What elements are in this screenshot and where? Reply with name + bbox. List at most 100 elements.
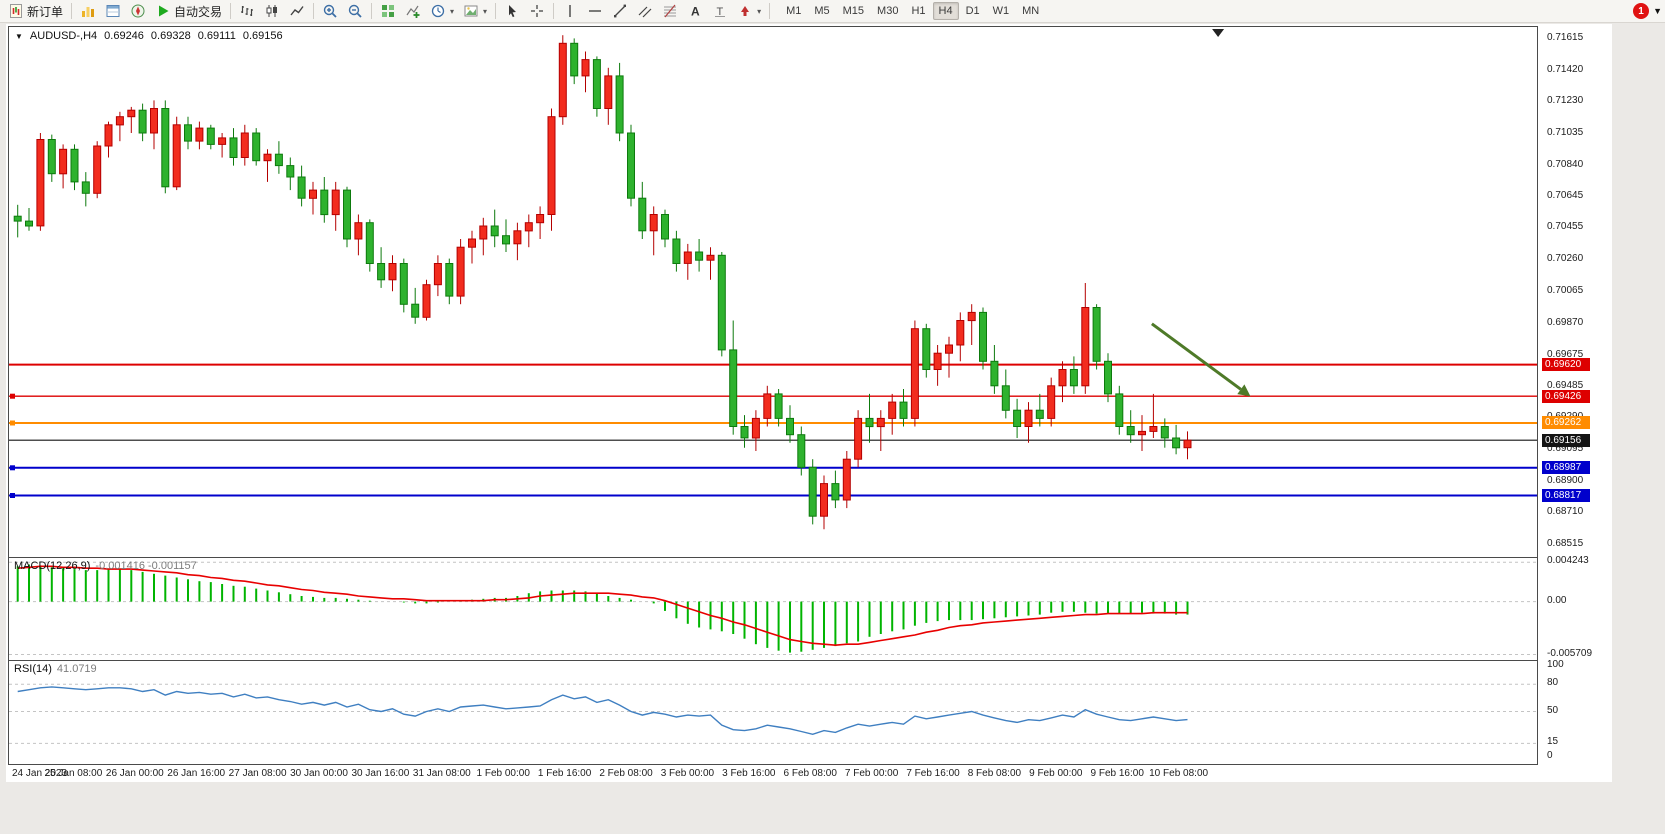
price-axis-label: 0.69870: [1547, 316, 1584, 328]
data-window-button[interactable]: [101, 1, 125, 21]
timeframe-button-m15[interactable]: M15: [837, 2, 870, 20]
rsi-value: 41.0719: [56, 663, 97, 675]
time-axis-label: 1 Feb 00:00: [476, 768, 530, 779]
macd-panel-label: MACD(12,26,9) -0.001416 -0.001157: [14, 560, 197, 572]
time-axis-label: 3 Feb 16:00: [722, 768, 776, 779]
arrow-objects-button[interactable]: ▾: [733, 1, 765, 21]
price-tag[interactable]: 0.69262: [1542, 416, 1590, 430]
candlestick-chart-button[interactable]: [260, 1, 284, 21]
price-axis-label: 0.71615: [1547, 32, 1584, 44]
fibonacci-button[interactable]: [658, 1, 682, 21]
notification-badge[interactable]: 1: [1633, 3, 1649, 19]
rsi-axis-label: 15: [1547, 736, 1559, 748]
timeframe-button-mn[interactable]: MN: [1016, 2, 1045, 20]
text-label-icon: T: [715, 6, 726, 18]
tile-windows-icon: [382, 5, 395, 17]
vertical-line-button[interactable]: [558, 1, 582, 21]
time-axis-label: 27 Jan 08:00: [228, 768, 287, 779]
price-axis-label: 0.71420: [1547, 64, 1584, 76]
timeframe-button-m30[interactable]: M30: [871, 2, 904, 20]
time-axis-label: 3 Feb 00:00: [660, 768, 715, 779]
toolbar-separator: [553, 3, 555, 19]
rsi-panel-label: RSI(14) 41.0719: [14, 663, 97, 675]
chart-canvas[interactable]: [9, 27, 1537, 764]
toolbar-separator: [495, 3, 497, 19]
chart-plot-area[interactable]: ▼ AUDUSD-,H4 0.69246 0.69328 0.69111 0.6…: [8, 26, 1538, 765]
price-axis-label: 0.71035: [1547, 126, 1584, 138]
time-axis-label: 2 Feb 08:00: [599, 768, 653, 779]
timeframe-button-w1[interactable]: W1: [987, 2, 1016, 20]
template-button[interactable]: ▾: [459, 1, 491, 21]
symbol-caret-icon[interactable]: ▼: [15, 31, 23, 41]
price-axis-label: 0.70260: [1547, 253, 1584, 265]
macd-axis-label: 0.00: [1547, 594, 1567, 606]
rsi-axis-label: 50: [1547, 704, 1559, 716]
indicators-button[interactable]: [401, 1, 425, 21]
price-axis-label: 0.71230: [1547, 95, 1584, 106]
price-tag[interactable]: 0.69426: [1542, 389, 1590, 403]
price-axis-label: 0.68515: [1547, 537, 1584, 549]
timeframe-button-d1[interactable]: D1: [960, 2, 986, 20]
market-watch-icon: [82, 7, 95, 17]
horizontal-line-icon: [589, 10, 602, 12]
dropdown-caret-icon: ▾: [450, 6, 455, 16]
periods-button[interactable]: ▾: [426, 1, 458, 21]
macd-name: MACD(12,26,9): [14, 560, 91, 572]
zoom-out-icon: [348, 4, 362, 18]
crosshair-icon: [531, 5, 544, 17]
time-axis[interactable]: 24 Jan 2023 25 Jan 08:00 26 Jan 00:00 26 Ja…: [8, 766, 1536, 781]
chart-title: ▼ AUDUSD-,H4 0.69246 0.69328 0.69111 0.6…: [15, 30, 283, 42]
price-tag[interactable]: 0.69156: [1542, 433, 1590, 447]
bar-chart-button[interactable]: [235, 1, 259, 21]
text-label-button[interactable]: T: [708, 1, 732, 21]
zoom-in-button[interactable]: [318, 1, 342, 21]
time-axis-label: 24 Jan 2023: [12, 768, 68, 779]
price-axis-label: 0.69485: [1547, 379, 1584, 391]
navigator-button[interactable]: [126, 1, 150, 21]
timeframe-button-h1[interactable]: H1: [905, 2, 931, 20]
price-tag[interactable]: 0.68987: [1542, 461, 1590, 475]
price-scale[interactable]: 0.71615 0.71420 0.71230 0.71035 0.70840 0.706…: [1540, 26, 1612, 765]
new-order-label: 新订单: [27, 4, 64, 19]
cursor-button[interactable]: [500, 1, 524, 21]
rsi-axis-label: 0: [1547, 750, 1553, 761]
horizontal-line-button[interactable]: [583, 1, 607, 21]
zoom-out-button[interactable]: [343, 1, 367, 21]
cursor-icon: [509, 5, 517, 18]
rsi-name: RSI(14): [14, 663, 52, 675]
dropdown-caret-icon: ▾: [757, 6, 762, 16]
candlestick-chart-icon: [266, 5, 278, 17]
tile-windows-button[interactable]: [376, 1, 400, 21]
toolbar-separator: [313, 3, 315, 19]
channel-button[interactable]: [633, 1, 657, 21]
trendline-button[interactable]: [608, 1, 632, 21]
price-axis-label: 0.70645: [1547, 190, 1584, 202]
toolbar-separator: [371, 3, 373, 19]
line-chart-button[interactable]: [285, 1, 309, 21]
time-axis-label: 7 Feb 00:00: [844, 768, 899, 779]
price-axis-label: 0.69095: [1547, 443, 1584, 455]
price-tag[interactable]: 0.68817: [1542, 489, 1590, 503]
chart-symbol: AUDUSD-,H4: [29, 30, 98, 42]
template-icon: [464, 5, 478, 17]
autotrading-icon: [159, 5, 169, 17]
svg-text:A: A: [691, 5, 700, 19]
timeframe-button-h4[interactable]: H4: [932, 2, 959, 20]
time-axis-label: 8 Feb 08:00: [967, 768, 1022, 779]
market-watch-button[interactable]: [76, 1, 100, 21]
window-menu-caret-icon[interactable]: ▼: [1653, 6, 1662, 16]
ohlc-close: 0.69156: [242, 30, 283, 42]
autotrading-button[interactable]: 自动交易: [151, 1, 226, 21]
price-tag[interactable]: 0.69620: [1542, 358, 1590, 372]
timeframe-button-m5[interactable]: M5: [808, 2, 835, 20]
text-tool-button[interactable]: A: [683, 1, 707, 21]
new-order-button[interactable]: 新订单: [4, 1, 67, 21]
time-axis-label: 7 Feb 16:00: [906, 768, 960, 779]
macd-axis-label: 0.004243: [1547, 555, 1589, 567]
timeframe-button-m1[interactable]: M1: [780, 2, 807, 20]
crosshair-button[interactable]: [525, 1, 549, 21]
zoom-in-icon: [323, 4, 337, 18]
rsi-axis-label: 100: [1547, 659, 1564, 670]
new-order-icon: [10, 4, 22, 18]
autotrading-label: 自动交易: [174, 4, 223, 19]
